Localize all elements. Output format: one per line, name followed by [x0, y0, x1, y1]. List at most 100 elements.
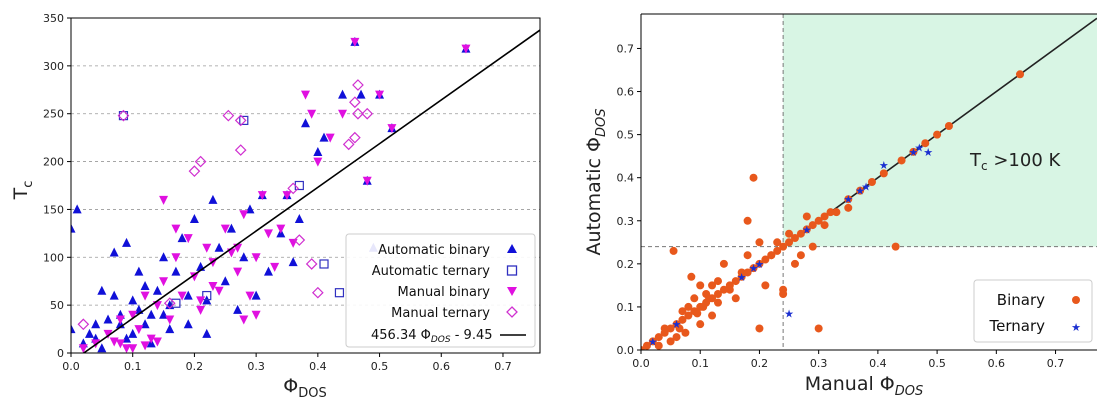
automatic-binary-point [97, 285, 107, 295]
manual-binary-point [375, 90, 385, 100]
automatic-binary-point [214, 242, 224, 252]
manual-ternary-point [234, 114, 247, 127]
left-x-tick-label: 0.5 [371, 360, 389, 373]
manual-ternary-point [293, 234, 306, 246]
right-points: ★★★★★★★★★★★★★ ★ [641, 70, 1025, 350]
manual-binary-point [128, 344, 138, 353]
manual-binary-point [257, 191, 267, 201]
legend-label-automatic-binary: Automatic binary [378, 243, 490, 258]
automatic-binary-point [97, 343, 107, 353]
left-chart: 0 50 100 150 200 250 300 350 0.0 0.1 0.2 0.3 0.4 0.5 0… [10, 12, 541, 398]
binary-point [666, 324, 675, 333]
binary-point [705, 294, 714, 303]
automatic-binary-point [313, 147, 323, 156]
automatic-binary-point [220, 276, 230, 286]
manual-binary-point [214, 286, 224, 296]
automatic-ternary-point [334, 288, 345, 298]
binary-point [856, 186, 865, 195]
binary-point [785, 238, 794, 247]
automatic-binary-point [239, 252, 249, 262]
left-y-tick-label: 0 [57, 347, 64, 360]
right-annotation: Tc >100 K [969, 150, 1061, 173]
automatic-binary-point [134, 266, 144, 276]
right-x-tick-label: 0.3 [810, 357, 828, 370]
left-y-label: Tc [10, 181, 36, 201]
manual-ternary-point [361, 107, 374, 120]
manual-binary-point [220, 224, 230, 234]
automatic-binary-point [103, 314, 113, 324]
legend-label-ternary: Ternary [989, 317, 1046, 335]
binary-point [761, 255, 770, 264]
ternary-point: ★ [755, 258, 765, 271]
binary-point [743, 216, 752, 225]
right-legend: Binary Ternary ★ [973, 279, 1093, 343]
manual-binary-point [208, 282, 218, 291]
right-x-tick-label: 0.0 [632, 357, 650, 370]
automatic-binary-point [183, 319, 193, 329]
automatic-binary-point [288, 257, 298, 267]
ternary-point: ★ [749, 262, 759, 275]
manual-binary-point [115, 339, 125, 349]
binary-point [696, 320, 705, 329]
right-legend-box [973, 279, 1093, 343]
binary-point [790, 234, 799, 242]
manual-binary-point [387, 124, 397, 134]
binary-point [719, 285, 728, 294]
manual-binary-point [189, 272, 199, 282]
legend-label-fit-line: 456.34 ΦDOS - 9.45 [371, 328, 493, 345]
binary-point [737, 268, 746, 277]
manual-binary-point [282, 191, 292, 201]
left-x-tick-label: 0.7 [494, 360, 512, 373]
binary-point [832, 208, 841, 217]
automatic-binary-point [251, 290, 261, 300]
binary-point [690, 294, 699, 303]
binary-point [666, 337, 675, 346]
legend-label-automatic-ternary: Automatic ternary [372, 264, 491, 279]
manual-binary-point [128, 310, 138, 320]
ternary-point: ★ [802, 223, 812, 236]
automatic-binary-point [356, 89, 366, 99]
binary-point [713, 298, 722, 307]
legend-marker-binary [1072, 296, 1080, 304]
binary-point [796, 251, 805, 260]
binary-point [743, 251, 752, 260]
binary-point [731, 277, 740, 286]
left-x-tick-label: 0.6 [433, 360, 451, 373]
right-y-tick-label: 0.5 [617, 129, 635, 142]
binary-point [933, 130, 942, 139]
ternary-point: ★ [737, 271, 747, 284]
binary-point [749, 264, 758, 273]
right-y-tick-label: 0.6 [617, 86, 635, 99]
manual-ternary-point [117, 109, 130, 122]
legend-marker-manual-ternary [506, 306, 518, 318]
binary-point [773, 238, 782, 247]
left-y-tick-label: 50 [50, 299, 64, 312]
manual-binary-point [239, 210, 249, 220]
manual-ternary-point [352, 107, 364, 120]
left-y-tick-label: 300 [43, 60, 64, 73]
right-y-tick-label: 0.3 [617, 215, 635, 228]
automatic-binary-point [294, 214, 304, 223]
binary-point [785, 229, 794, 238]
right-y-label: Automatic ΦDOS [583, 109, 609, 256]
manual-binary-point [301, 90, 310, 100]
legend-marker-automatic-binary [507, 244, 517, 253]
automatic-binary-point [165, 324, 175, 334]
automatic-binary-point [146, 309, 156, 319]
automatic-binary-point [71, 324, 76, 334]
automatic-binary-point [85, 328, 95, 338]
binary-point [681, 328, 690, 337]
right-x-label: Manual ΦDOS [805, 373, 924, 398]
automatic-binary-point [189, 214, 199, 223]
left-legend: Automatic binary Automatic ternary Manua… [345, 233, 536, 348]
automatic-ternary-point [118, 111, 129, 121]
manual-binary-point [338, 109, 348, 119]
binary-point [642, 341, 651, 350]
binary-point [684, 302, 693, 311]
binary-point [767, 251, 776, 260]
manual-binary-point [159, 195, 169, 205]
automatic-binary-point [171, 266, 181, 276]
binary-point [654, 333, 663, 342]
manual-ternary-point [194, 155, 207, 168]
right-x-tick-label: 0.5 [928, 357, 946, 370]
